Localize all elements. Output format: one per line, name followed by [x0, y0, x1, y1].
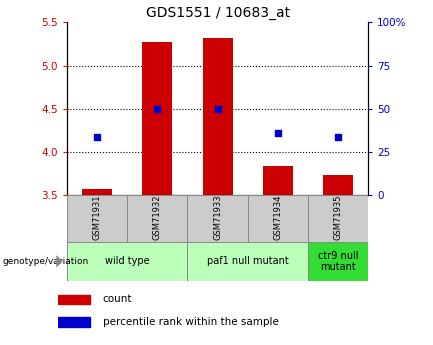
- Bar: [67, 195, 127, 242]
- Bar: [203, 38, 233, 195]
- Bar: [248, 195, 308, 242]
- Text: GSM71931: GSM71931: [93, 195, 102, 240]
- Bar: [142, 42, 172, 195]
- Text: paf1 null mutant: paf1 null mutant: [207, 256, 288, 266]
- Text: GSM71933: GSM71933: [213, 195, 222, 240]
- Text: wild type: wild type: [105, 256, 150, 266]
- Bar: [58, 295, 90, 304]
- Text: GSM71934: GSM71934: [273, 195, 282, 240]
- Bar: [308, 241, 368, 281]
- Bar: [127, 195, 187, 242]
- Title: GDS1551 / 10683_at: GDS1551 / 10683_at: [145, 6, 290, 20]
- Bar: [67, 241, 187, 281]
- Text: GSM71935: GSM71935: [333, 195, 343, 240]
- Point: [275, 130, 281, 136]
- Text: percentile rank within the sample: percentile rank within the sample: [103, 317, 278, 327]
- Point: [334, 134, 341, 140]
- Bar: [187, 195, 248, 242]
- Point: [214, 106, 221, 111]
- Point: [154, 106, 161, 111]
- Text: ctr9 null
mutant: ctr9 null mutant: [318, 250, 358, 272]
- Bar: [82, 189, 112, 195]
- Text: count: count: [103, 294, 132, 304]
- Text: genotype/variation: genotype/variation: [2, 257, 88, 266]
- Point: [94, 134, 100, 140]
- Bar: [323, 175, 353, 195]
- Polygon shape: [56, 255, 63, 268]
- Bar: [263, 166, 293, 195]
- Bar: [187, 241, 308, 281]
- Bar: [308, 195, 368, 242]
- Bar: [58, 317, 90, 327]
- Text: GSM71932: GSM71932: [153, 195, 162, 240]
